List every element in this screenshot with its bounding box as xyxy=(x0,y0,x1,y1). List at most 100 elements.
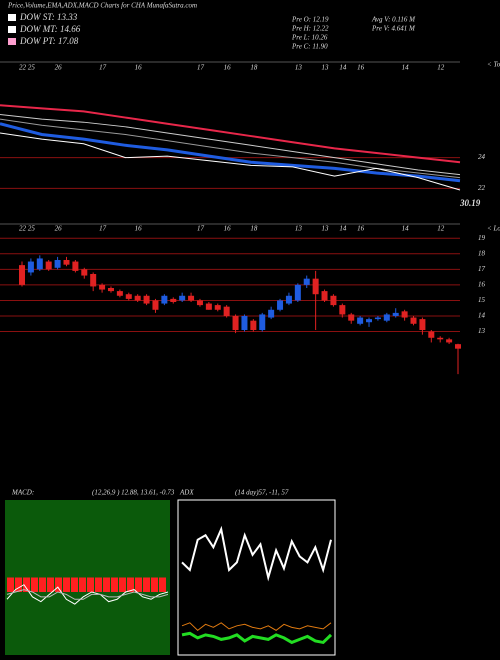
histogram-bar xyxy=(15,577,22,592)
candle-body xyxy=(214,305,221,310)
date-label: 13 xyxy=(322,64,330,72)
side-label: < Tops xyxy=(487,61,500,69)
candle-body xyxy=(374,317,381,320)
date-label: 13 xyxy=(295,64,303,72)
candle-body xyxy=(143,295,150,304)
candle-body xyxy=(232,316,239,330)
date-label: 16 xyxy=(224,64,232,72)
candle-body xyxy=(339,305,346,315)
candle-body xyxy=(45,261,52,270)
candle-body xyxy=(81,269,88,276)
candle-body xyxy=(161,295,168,304)
date-label: 13 xyxy=(322,225,330,233)
histogram-bar xyxy=(95,577,102,592)
candle-body xyxy=(285,295,292,304)
histogram-bar xyxy=(71,577,78,592)
candle-body xyxy=(259,314,266,330)
candle-body xyxy=(268,309,275,318)
date-label: 12 xyxy=(437,64,445,72)
date-label: 16 xyxy=(224,225,232,233)
legend-swatch xyxy=(8,14,16,21)
y-tick-label: 24 xyxy=(478,153,486,161)
date-label: 17 xyxy=(197,64,205,72)
y-tick-label: 15 xyxy=(478,296,486,304)
candle-body xyxy=(107,288,114,292)
histogram-bar xyxy=(151,577,158,592)
date-label: 12 xyxy=(437,225,445,233)
candle-body xyxy=(303,278,310,285)
histogram-bar xyxy=(111,577,118,592)
candle-body xyxy=(348,314,355,321)
histogram-bar xyxy=(135,577,142,592)
histogram-bar xyxy=(7,577,14,592)
candle-body xyxy=(410,317,417,324)
date-label: 18 xyxy=(250,64,257,72)
date-label: 14 xyxy=(402,225,410,233)
date-label: 25 xyxy=(28,225,35,233)
candle-body xyxy=(63,260,70,265)
stat: Pre L: 10.26 xyxy=(291,34,328,42)
date-label: 26 xyxy=(55,64,63,72)
candle-body xyxy=(72,261,79,271)
macd-params: (12,26,9 ) 12.88, 13.61, -0.73 xyxy=(92,489,175,497)
candle-body xyxy=(446,339,453,343)
histogram-bar xyxy=(23,577,30,592)
macd-title: MACD: xyxy=(11,489,34,497)
candle-body xyxy=(223,306,230,316)
date-label: 22 xyxy=(19,64,27,72)
histogram-bar xyxy=(79,577,86,592)
stat: Pre V: 4.641 M xyxy=(371,25,416,33)
candle-body xyxy=(392,312,399,316)
y-tick-label: 18 xyxy=(478,249,486,257)
adx-params: (14 day)57, -11, 57 xyxy=(235,489,289,497)
series-line xyxy=(0,104,461,164)
stat: Avg V: 0.116 M xyxy=(371,16,416,24)
series-line xyxy=(0,113,461,176)
candle-body xyxy=(54,260,61,268)
annotation: 30.19 xyxy=(459,198,481,208)
series-line xyxy=(0,118,461,179)
date-label: 14 xyxy=(402,64,410,72)
y-tick-label: 14 xyxy=(478,312,486,320)
y-tick-label: 16 xyxy=(478,280,486,288)
candle-body xyxy=(99,284,106,290)
histogram-bar xyxy=(159,577,166,592)
series-line xyxy=(181,622,332,632)
histogram-bar xyxy=(63,577,70,592)
side-label: < Lows xyxy=(487,225,500,233)
candle-body xyxy=(125,294,132,299)
y-tick-label: 13 xyxy=(478,327,486,335)
date-label: 14 xyxy=(339,64,347,72)
adx-title: ADX xyxy=(179,489,194,497)
date-label: 16 xyxy=(135,64,143,72)
series-line xyxy=(0,122,461,183)
candle-body xyxy=(27,261,34,273)
legend-label: DOW ST: 13.33 xyxy=(19,12,78,22)
y-tick-label: 17 xyxy=(478,265,486,273)
legend-swatch xyxy=(8,26,16,33)
candle-body xyxy=(19,265,25,285)
date-label: 13 xyxy=(295,225,303,233)
series-line xyxy=(6,589,169,600)
date-label: 16 xyxy=(357,225,365,233)
candle-body xyxy=(437,337,444,340)
date-label: 14 xyxy=(339,225,347,233)
histogram-bar xyxy=(143,577,150,592)
histogram-bar xyxy=(119,577,126,592)
candle-body xyxy=(330,295,337,306)
candle-body xyxy=(188,295,195,301)
histogram-bar xyxy=(55,577,62,592)
candle-body xyxy=(312,278,319,295)
date-label: 16 xyxy=(357,64,365,72)
histogram-bar xyxy=(31,577,38,592)
candle-body xyxy=(383,314,390,321)
candle-body xyxy=(179,295,186,301)
date-label: 22 xyxy=(19,225,27,233)
candle-body xyxy=(366,319,373,323)
adx-panel xyxy=(177,499,336,656)
candle-body xyxy=(170,298,177,302)
y-tick-label: 19 xyxy=(478,234,486,242)
legend-swatch xyxy=(8,38,16,45)
candle-body xyxy=(428,331,435,338)
histogram-bar xyxy=(87,577,94,592)
